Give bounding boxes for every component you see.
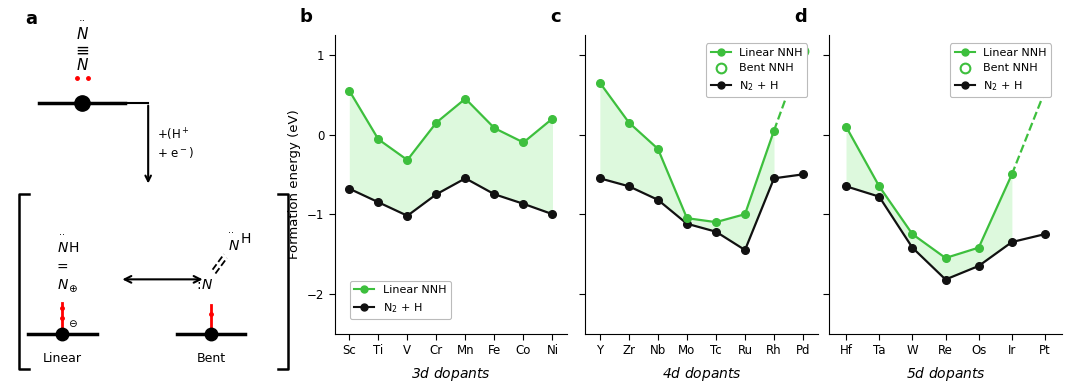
Text: d: d: [795, 8, 808, 26]
Text: ≡: ≡: [76, 42, 90, 59]
Text: N: N: [202, 278, 212, 292]
Y-axis label: Formation energy (eV): Formation energy (eV): [288, 109, 301, 259]
Text: H: H: [68, 241, 79, 255]
Legend: Linear NNH, Bent NNH, N$_2$ + H: Linear NNH, Bent NNH, N$_2$ + H: [706, 43, 808, 97]
Text: c: c: [551, 8, 562, 26]
Text: Linear: Linear: [43, 352, 82, 365]
Text: b: b: [300, 8, 313, 26]
X-axis label: 3$d$ dopants: 3$d$ dopants: [411, 365, 490, 383]
Text: H: H: [240, 232, 251, 246]
Text: ⊖: ⊖: [68, 319, 77, 329]
Text: a: a: [25, 10, 37, 28]
Text: +(H$^+$
+ e$^-$): +(H$^+$ + e$^-$): [157, 127, 193, 160]
Text: N: N: [229, 239, 240, 253]
Text: N: N: [77, 59, 89, 73]
Text: ··: ··: [228, 229, 234, 239]
X-axis label: 5$d$ dopants: 5$d$ dopants: [906, 365, 985, 383]
Text: Bent: Bent: [197, 352, 226, 365]
Text: N: N: [57, 241, 68, 255]
Text: N: N: [57, 278, 68, 292]
Text: ··: ··: [79, 16, 86, 26]
Legend: Linear NNH, N$_2$ + H: Linear NNH, N$_2$ + H: [350, 281, 451, 319]
Legend: Linear NNH, Bent NNH, N$_2$ + H: Linear NNH, Bent NNH, N$_2$ + H: [950, 43, 1052, 97]
Text: :: :: [195, 278, 201, 292]
X-axis label: 4$d$ dopants: 4$d$ dopants: [662, 365, 741, 383]
Text: =: =: [56, 261, 68, 275]
Text: ⊕: ⊕: [68, 284, 77, 294]
Text: ··: ··: [59, 230, 65, 240]
Text: N: N: [77, 28, 89, 42]
